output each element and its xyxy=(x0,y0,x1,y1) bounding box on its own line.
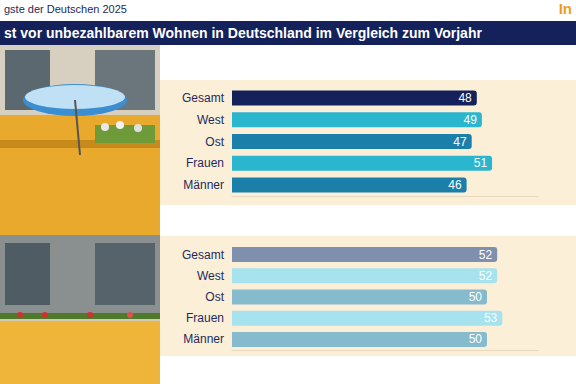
svg-text:Frauen: Frauen xyxy=(186,311,224,325)
html-text:st vor unbezahlbarem Wohnen in: st vor unbezahlbarem Wohnen in Deutschla… xyxy=(4,25,482,41)
svg-text:Gesamt: Gesamt xyxy=(182,248,225,262)
svg-text:48: 48 xyxy=(458,91,472,105)
svg-text:50: 50 xyxy=(469,332,483,346)
svg-text:West: West xyxy=(197,269,225,283)
svg-text:Männer: Männer xyxy=(183,332,224,346)
svg-text:Ost: Ost xyxy=(205,290,224,304)
svg-text:51: 51 xyxy=(474,156,488,170)
svg-text:Frauen: Frauen xyxy=(186,156,224,170)
svg-text:Ost: Ost xyxy=(205,135,224,149)
svg-text:47: 47 xyxy=(453,135,467,149)
html-text:In: In xyxy=(558,0,572,17)
svg-text:52: 52 xyxy=(479,269,493,283)
svg-text:Gesamt: Gesamt xyxy=(182,91,225,105)
svg-text:50: 50 xyxy=(469,290,483,304)
svg-text:Männer: Männer xyxy=(183,178,224,192)
svg-text:West: West xyxy=(197,113,225,127)
svg-text:52: 52 xyxy=(479,248,493,262)
html-text:gste der Deutschen 2025: gste der Deutschen 2025 xyxy=(4,3,127,15)
svg-text:49: 49 xyxy=(464,113,478,127)
svg-text:53: 53 xyxy=(484,311,498,325)
svg-text:46: 46 xyxy=(448,178,462,192)
